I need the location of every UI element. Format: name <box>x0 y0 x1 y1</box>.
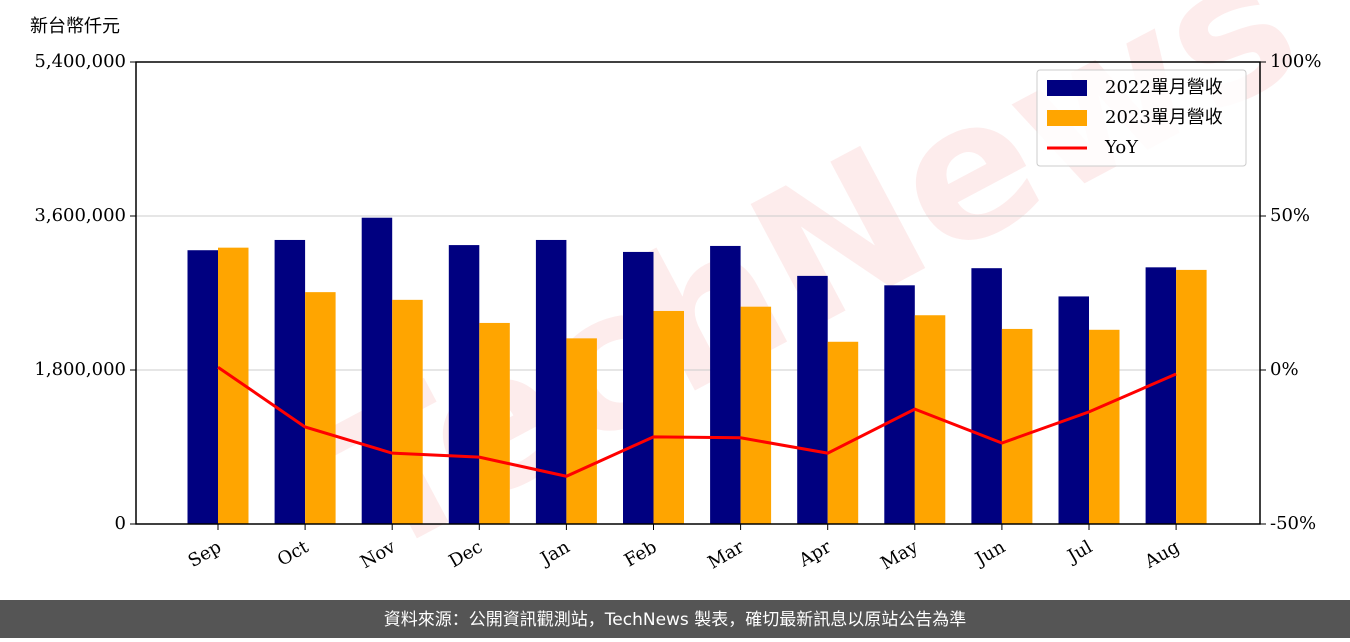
x-tick-label: Apr <box>795 536 835 571</box>
x-tick-label: Aug <box>1140 536 1183 573</box>
x-tick-label: Jun <box>970 536 1009 571</box>
bar <box>740 306 772 524</box>
y-tick-label: 3,600,000 <box>34 205 126 226</box>
bar <box>566 338 597 524</box>
y2-tick-label: -50% <box>1270 513 1316 534</box>
bar <box>305 292 336 524</box>
bar <box>971 268 1002 524</box>
y-tick-label: 0 <box>115 513 126 534</box>
yoy-line <box>217 365 1177 478</box>
bar <box>448 245 480 525</box>
bar <box>479 322 510 524</box>
y-tick-label: 5,400,000 <box>34 51 126 72</box>
bar <box>1058 296 1089 524</box>
bar <box>1089 329 1120 524</box>
legend <box>1036 69 1247 167</box>
bar <box>1176 269 1207 524</box>
bar <box>361 217 393 524</box>
x-tick-label: Jan <box>536 536 574 570</box>
x-tick-label: Oct <box>274 536 313 571</box>
footer: 資料來源：公開資訊觀測站，TechNews 製表，確切最新訊息以原站公告為準 <box>384 610 966 630</box>
x-tick-label: May <box>877 536 922 574</box>
x-tick-label: Mar <box>704 536 748 573</box>
bar <box>797 275 828 524</box>
legend-label: YoY <box>1104 137 1139 158</box>
y2-tick-label: 50% <box>1270 205 1310 226</box>
bar <box>623 251 654 524</box>
x-tick-label: Jul <box>1062 536 1096 568</box>
legend-label: 2022單月營收 <box>1105 77 1223 98</box>
bar <box>827 341 859 524</box>
y-tick-label: 1,800,000 <box>34 359 126 380</box>
bar <box>1001 328 1033 524</box>
bar <box>710 245 741 524</box>
y-axis-label: 新台幣仟元 <box>30 16 120 37</box>
y2-tick-label: 0% <box>1270 359 1299 380</box>
footer-band <box>0 600 1350 638</box>
legend-swatch <box>1047 80 1087 96</box>
bar <box>187 250 218 524</box>
bar <box>392 299 423 524</box>
bar <box>274 239 306 524</box>
bar <box>884 285 915 524</box>
x-tick-label: Feb <box>621 536 661 571</box>
x-tick-label: Sep <box>185 536 225 571</box>
y2-tick-label: 100% <box>1270 51 1321 72</box>
bar <box>535 239 567 524</box>
bar <box>653 310 684 524</box>
legend-label: 2023單月營收 <box>1105 107 1223 128</box>
legend-swatch <box>1047 110 1087 126</box>
plot-frame <box>135 61 1261 525</box>
bar <box>1145 267 1177 524</box>
